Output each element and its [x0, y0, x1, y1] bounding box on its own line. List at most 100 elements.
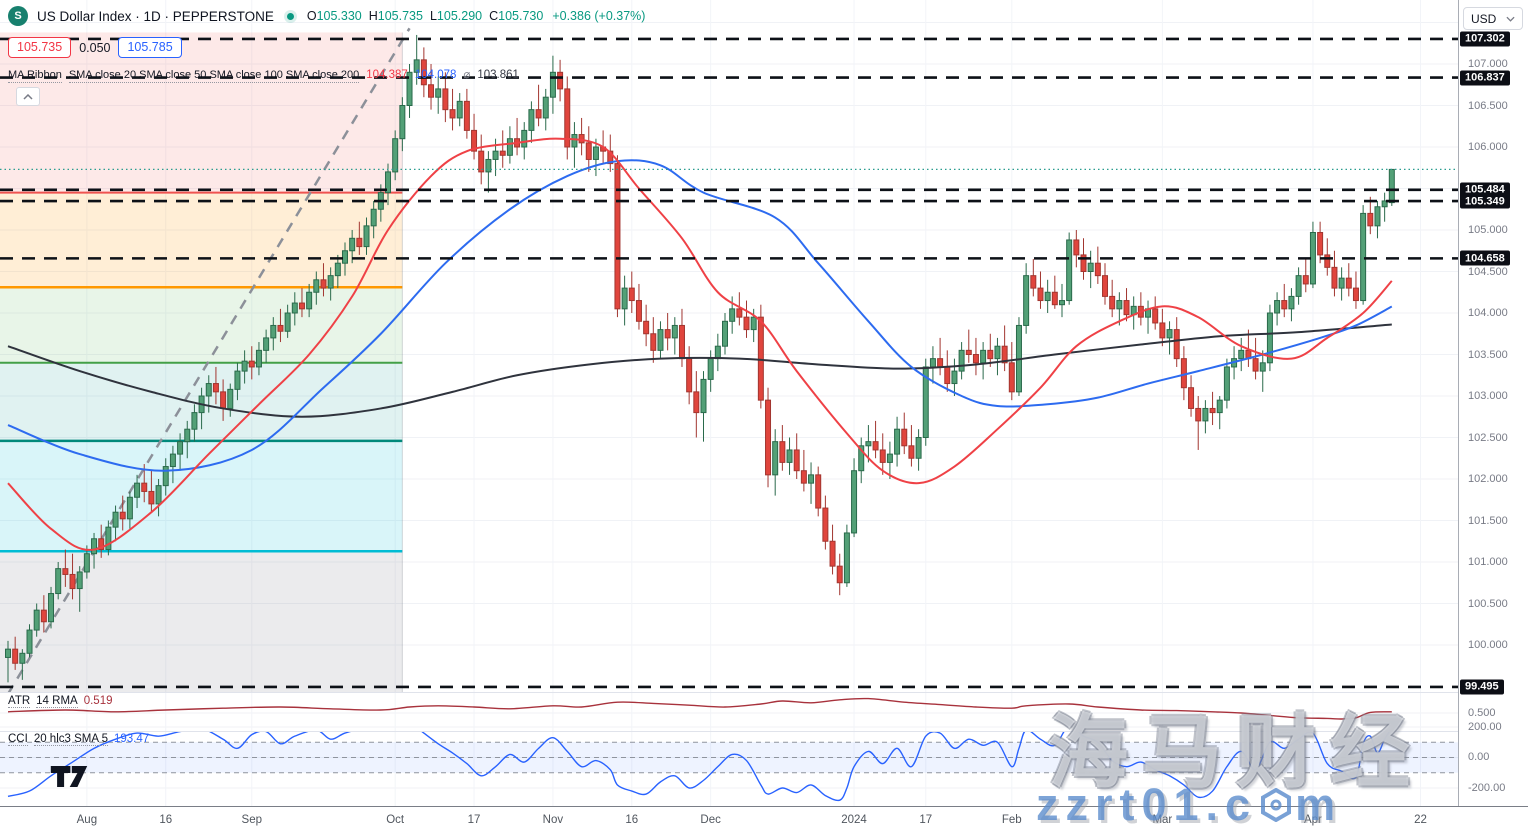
close-key: C: [489, 9, 499, 23]
price-axis-label: 102.500: [1468, 431, 1508, 444]
candle: [1238, 337, 1245, 372]
ma-ribbon-legend[interactable]: MA Ribbon SMA close 20 SMA close 50 SMA …: [8, 67, 519, 83]
candle: [442, 72, 449, 123]
price-line-label-low[interactable]: 105.735: [8, 37, 72, 58]
candle: [1195, 396, 1202, 450]
candle: [1015, 317, 1022, 396]
symbol-legend[interactable]: S US Dollar Index · 1D · PEPPERSTONE O10…: [8, 4, 645, 28]
open-key: O: [306, 9, 317, 23]
candle: [765, 387, 772, 488]
cci-pane[interactable]: [0, 719, 1458, 802]
open-value: 105.330: [316, 9, 362, 23]
candle: [363, 217, 370, 255]
atr-pane[interactable]: [7, 697, 1392, 720]
candle: [62, 549, 69, 587]
time-axis-label: 17: [919, 814, 933, 826]
candle: [643, 304, 650, 347]
time-axis-label: Mar: [1152, 814, 1173, 826]
candle: [671, 317, 678, 355]
candle: [1145, 300, 1152, 334]
cci-legend[interactable]: CCI 20 hlc3 SMA 5 193.47: [8, 733, 149, 746]
atr-name[interactable]: ATR: [8, 695, 31, 708]
candle: [1360, 205, 1367, 305]
symbol-title[interactable]: US Dollar Index · 1D · PEPPERSTONE: [37, 8, 274, 24]
candle: [901, 412, 908, 455]
candle: [91, 532, 98, 569]
chevron-up-icon: [23, 93, 33, 100]
cci-value: 193.47: [113, 733, 150, 745]
hidden-value-icon: ⌀: [463, 69, 471, 81]
time-axis-label: Apr: [1303, 814, 1322, 826]
candle: [1137, 292, 1144, 326]
atr-params: 14 RMA: [36, 695, 78, 708]
change-value: +0.386 (+0.37%): [552, 9, 646, 23]
sma20-line[interactable]: [7, 137, 1393, 551]
candle: [499, 130, 506, 168]
price-level-badge: 106.837: [1460, 70, 1510, 86]
candle: [843, 524, 850, 587]
candle: [55, 562, 62, 600]
price-axis[interactable]: USD 107.000 106.500 106.000 105.000 104.500 1…: [1458, 0, 1528, 806]
candle: [1087, 250, 1094, 289]
candle: [714, 333, 721, 372]
candle: [1109, 279, 1116, 318]
main-pane[interactable]: [0, 27, 1458, 736]
price-level-badge: 107.302: [1460, 31, 1510, 47]
candle: [506, 126, 513, 164]
candle: [241, 350, 248, 384]
chevron-down-icon: [1506, 16, 1515, 22]
sma50-line[interactable]: [7, 159, 1393, 472]
sma200-line[interactable]: [7, 323, 1392, 418]
candle: [12, 636, 19, 670]
candle: [557, 59, 564, 102]
candle: [255, 342, 262, 376]
candle: [313, 271, 320, 305]
time-axis-label: Feb: [1001, 814, 1022, 826]
candle: [1317, 221, 1324, 264]
price-axis-label: 104.000: [1468, 307, 1508, 319]
candle: [435, 76, 442, 114]
price-line-label-high[interactable]: 105.785: [118, 37, 182, 58]
price-axis-label: 105.000: [1468, 224, 1508, 236]
price-axis-label: 104.500: [1468, 265, 1508, 278]
candle: [320, 263, 327, 297]
candle: [26, 624, 33, 658]
candle: [413, 34, 420, 85]
symbol-logo-icon: S: [8, 6, 28, 26]
ma-ribbon-name[interactable]: MA Ribbon: [8, 69, 62, 83]
tradingview-logo-icon: [50, 766, 88, 787]
candle: [793, 433, 800, 479]
candle: [33, 603, 40, 637]
atr-legend[interactable]: ATR 14 RMA 0.519: [8, 695, 112, 708]
atr-value: 0.519: [83, 695, 113, 707]
candle: [578, 117, 585, 156]
candle: [1374, 200, 1381, 239]
candle: [162, 458, 169, 496]
price-axis-label: 102.000: [1468, 473, 1508, 485]
time-axis[interactable]: Aug 16 Sep Oct 17 Nov 16 Dec 2024 17 Feb Mar Apr 22: [0, 806, 1528, 834]
time-axis-label: 16: [625, 814, 639, 826]
candle: [664, 313, 671, 351]
candle: [865, 425, 872, 463]
candle: [291, 292, 298, 326]
candle: [1001, 325, 1008, 372]
candle: [944, 350, 951, 392]
high-value: 105.735: [377, 9, 423, 23]
candle: [385, 163, 392, 206]
candle: [808, 462, 815, 504]
candle: [1309, 221, 1316, 289]
candle: [779, 425, 786, 471]
candle: [858, 437, 865, 484]
candle: [1188, 375, 1195, 417]
candle: [851, 458, 858, 538]
candle: [822, 495, 829, 550]
candle: [514, 117, 521, 156]
tradingview-logo[interactable]: [50, 766, 88, 792]
cci-name[interactable]: CCI: [8, 733, 28, 746]
collapse-legend-button[interactable]: [16, 87, 40, 106]
candle: [191, 404, 198, 442]
candle: [958, 342, 965, 380]
currency-dropdown[interactable]: USD: [1463, 7, 1523, 30]
